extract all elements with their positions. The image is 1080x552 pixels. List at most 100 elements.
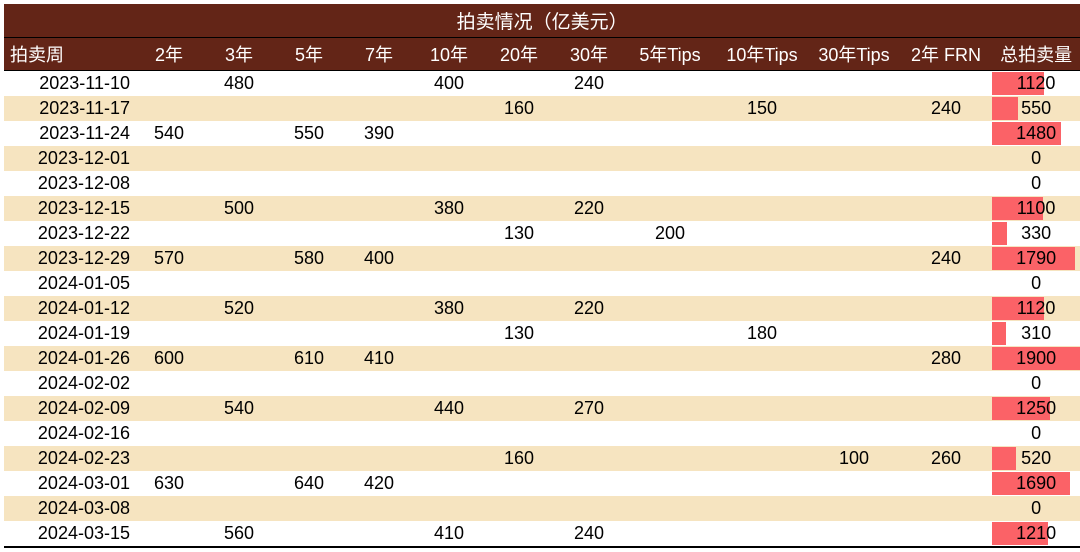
value-cell bbox=[808, 221, 900, 246]
total-cell: 1900 bbox=[992, 346, 1080, 371]
date-cell: 2024-01-12 bbox=[4, 296, 134, 321]
table-row: 2023-12-295705804002401790 bbox=[4, 246, 1080, 271]
value-cell bbox=[716, 346, 808, 371]
value-cell bbox=[274, 396, 344, 421]
value-cell bbox=[624, 296, 716, 321]
total-label: 310 bbox=[992, 321, 1080, 346]
value-cell: 130 bbox=[484, 221, 554, 246]
value-cell bbox=[134, 296, 204, 321]
total-cell: 0 bbox=[992, 146, 1080, 171]
col-header: 2年 bbox=[134, 38, 204, 71]
value-cell bbox=[274, 321, 344, 346]
date-cell: 2023-12-15 bbox=[4, 196, 134, 221]
value-cell bbox=[808, 371, 900, 396]
value-cell: 550 bbox=[274, 121, 344, 146]
value-cell: 380 bbox=[414, 296, 484, 321]
value-cell bbox=[204, 446, 274, 471]
value-cell: 220 bbox=[554, 196, 624, 221]
table-row: 2023-12-010 bbox=[4, 146, 1080, 171]
col-header: 30年 bbox=[554, 38, 624, 71]
value-cell bbox=[134, 271, 204, 296]
value-cell bbox=[624, 371, 716, 396]
value-cell bbox=[624, 171, 716, 196]
value-cell bbox=[900, 196, 992, 221]
value-cell bbox=[274, 221, 344, 246]
value-cell bbox=[716, 521, 808, 547]
value-cell: 410 bbox=[344, 346, 414, 371]
value-cell bbox=[484, 146, 554, 171]
value-cell bbox=[554, 346, 624, 371]
value-cell: 270 bbox=[554, 396, 624, 421]
value-cell bbox=[274, 271, 344, 296]
col-header: 10年Tips bbox=[716, 38, 808, 71]
value-cell bbox=[900, 521, 992, 547]
value-cell bbox=[414, 121, 484, 146]
value-cell bbox=[624, 246, 716, 271]
value-cell bbox=[554, 371, 624, 396]
value-cell bbox=[274, 96, 344, 121]
value-cell bbox=[716, 446, 808, 471]
value-cell bbox=[204, 496, 274, 521]
value-cell: 240 bbox=[900, 96, 992, 121]
value-cell bbox=[484, 396, 554, 421]
value-cell bbox=[716, 121, 808, 146]
value-cell bbox=[484, 271, 554, 296]
value-cell: 610 bbox=[274, 346, 344, 371]
value-cell bbox=[274, 146, 344, 171]
value-cell: 240 bbox=[554, 521, 624, 547]
value-cell bbox=[204, 121, 274, 146]
col-header: 7年 bbox=[344, 38, 414, 71]
value-cell bbox=[274, 446, 344, 471]
total-label: 0 bbox=[992, 496, 1080, 521]
value-cell: 480 bbox=[204, 71, 274, 97]
value-cell bbox=[716, 371, 808, 396]
value-cell bbox=[204, 346, 274, 371]
value-cell bbox=[624, 396, 716, 421]
value-cell bbox=[624, 96, 716, 121]
value-cell bbox=[344, 146, 414, 171]
value-cell: 410 bbox=[414, 521, 484, 547]
value-cell: 240 bbox=[900, 246, 992, 271]
value-cell bbox=[414, 271, 484, 296]
value-cell: 160 bbox=[484, 96, 554, 121]
value-cell bbox=[624, 521, 716, 547]
value-cell bbox=[134, 496, 204, 521]
value-cell bbox=[624, 146, 716, 171]
value-cell bbox=[808, 246, 900, 271]
value-cell bbox=[274, 296, 344, 321]
value-cell bbox=[274, 71, 344, 97]
value-cell: 240 bbox=[554, 71, 624, 97]
total-cell: 330 bbox=[992, 221, 1080, 246]
value-cell: 500 bbox=[204, 196, 274, 221]
col-header: 20年 bbox=[484, 38, 554, 71]
value-cell bbox=[624, 421, 716, 446]
value-cell bbox=[554, 496, 624, 521]
col-header: 总拍卖量 bbox=[992, 38, 1080, 71]
value-cell bbox=[484, 121, 554, 146]
value-cell bbox=[204, 246, 274, 271]
value-cell bbox=[414, 421, 484, 446]
value-cell bbox=[344, 521, 414, 547]
value-cell bbox=[414, 446, 484, 471]
value-cell bbox=[344, 71, 414, 97]
total-cell: 0 bbox=[992, 171, 1080, 196]
total-cell: 1690 bbox=[992, 471, 1080, 496]
value-cell bbox=[134, 171, 204, 196]
value-cell bbox=[624, 446, 716, 471]
value-cell bbox=[808, 71, 900, 97]
value-cell bbox=[134, 321, 204, 346]
total-cell: 1250 bbox=[992, 396, 1080, 421]
value-cell bbox=[900, 171, 992, 196]
value-cell bbox=[900, 221, 992, 246]
value-cell bbox=[716, 71, 808, 97]
value-cell bbox=[808, 421, 900, 446]
col-header: 5年Tips bbox=[624, 38, 716, 71]
value-cell bbox=[716, 271, 808, 296]
value-cell bbox=[484, 421, 554, 446]
value-cell: 100 bbox=[808, 446, 900, 471]
value-cell bbox=[414, 171, 484, 196]
value-cell bbox=[900, 121, 992, 146]
value-cell: 400 bbox=[414, 71, 484, 97]
value-cell bbox=[716, 421, 808, 446]
value-cell bbox=[808, 521, 900, 547]
